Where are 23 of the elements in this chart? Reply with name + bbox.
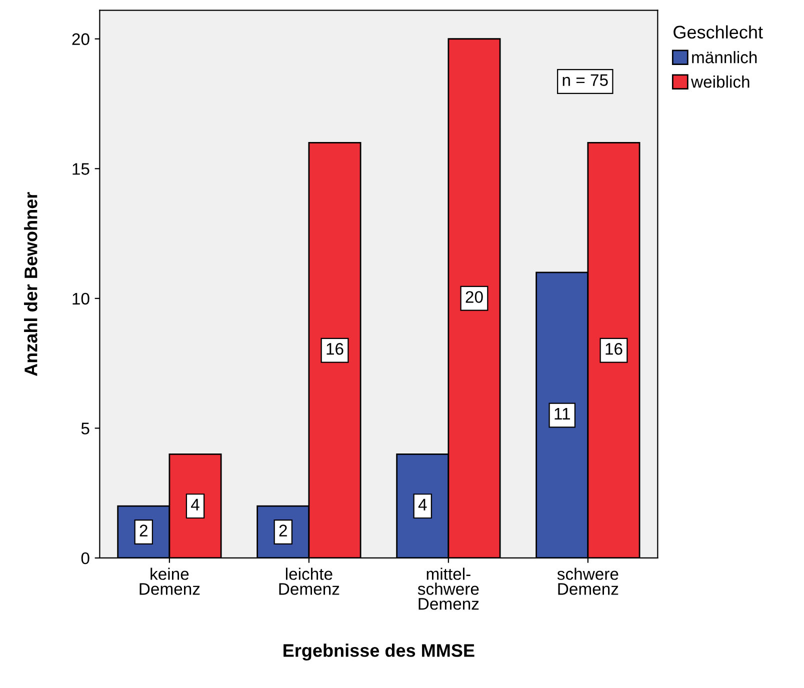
x-tick-label: schwere Demenz xyxy=(557,568,618,595)
y-axis-title: Anzahl der Bewohner xyxy=(24,192,38,376)
y-tick-label: 20 xyxy=(72,33,90,46)
data-label: 16 xyxy=(326,343,344,355)
data-label: 20 xyxy=(466,291,483,303)
legend-label: männlich xyxy=(692,51,757,64)
data-label: 4 xyxy=(191,498,200,510)
data-label: 4 xyxy=(418,498,427,510)
legend-title: Geschlecht xyxy=(674,25,763,39)
annotation: n = 75 xyxy=(562,74,608,86)
y-tick-label: 15 xyxy=(72,163,90,175)
data-label: 11 xyxy=(554,408,570,420)
data-label: 2 xyxy=(140,524,148,536)
x-tick-label: leichte Demenz xyxy=(279,568,340,595)
x-tick-label: keine Demenz xyxy=(140,568,200,595)
x-axis-title: Ergebnisse des MMSE xyxy=(284,644,474,661)
y-tick-label: 10 xyxy=(72,292,90,305)
y-tick-label: 5 xyxy=(81,422,90,434)
y-tick-label: 0 xyxy=(81,552,90,564)
data-label: 2 xyxy=(279,524,287,536)
x-tick-label: mittel- schwere Demenz xyxy=(418,568,479,610)
legend-label: weiblich xyxy=(690,76,750,88)
data-label: 16 xyxy=(606,343,622,355)
